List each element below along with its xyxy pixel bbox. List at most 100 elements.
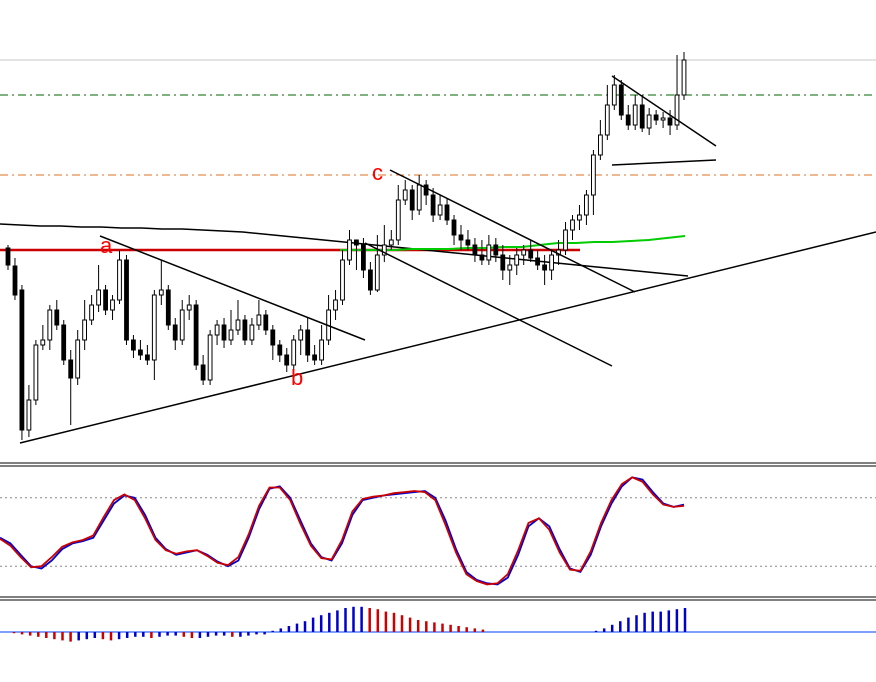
candle-bullish	[179, 309, 185, 341]
candle-bullish	[577, 214, 582, 221]
candle-bullish	[486, 244, 492, 261]
candle-bearish	[19, 289, 25, 431]
ascending-support-trendline	[19, 231, 876, 444]
candle-bearish	[61, 324, 67, 361]
candle-bearish	[200, 364, 206, 381]
candle-bearish	[653, 114, 659, 121]
candle-bullish	[374, 254, 380, 291]
candle-bullish	[388, 239, 394, 246]
candle-bullish	[33, 344, 39, 401]
candle-bearish	[165, 289, 171, 326]
candle-bullish	[117, 259, 122, 301]
candle-bullish	[214, 324, 220, 336]
candle-bearish	[284, 354, 290, 366]
candle-bearish	[277, 344, 283, 356]
candle-bearish	[5, 247, 11, 266]
candle-bullish	[340, 259, 345, 301]
candle-bullish	[110, 299, 115, 311]
candle-bullish	[549, 254, 555, 271]
candle-bearish	[305, 329, 311, 356]
wave-label-a: a	[100, 233, 113, 258]
candle-bullish	[96, 289, 101, 306]
candle-bullish	[249, 324, 255, 341]
candle-bearish	[361, 244, 366, 271]
candle-bullish	[681, 59, 687, 96]
candle-bearish	[54, 309, 60, 326]
candle-bearish	[270, 329, 276, 346]
candle-bearish	[263, 314, 269, 331]
candle-bullish	[521, 249, 527, 256]
channel-lower-line	[364, 242, 613, 367]
stochastic-signal-line	[0, 476, 685, 586]
wave-label-b: b	[291, 365, 303, 390]
candle-bearish	[124, 259, 129, 341]
candle-bullish	[151, 294, 157, 361]
descending-resistance-trendline	[99, 235, 366, 341]
candle-bullish	[402, 189, 408, 201]
candle-bearish	[242, 319, 248, 341]
candle-bullish	[674, 94, 680, 126]
candle-bullish	[632, 104, 638, 126]
candle-bullish	[347, 239, 352, 261]
candle-bullish	[437, 204, 443, 216]
candle-bearish	[12, 265, 18, 296]
candle-bullish	[604, 104, 610, 136]
candle-bearish	[465, 239, 471, 246]
price-panel	[0, 52, 876, 440]
candle-bearish	[193, 304, 199, 366]
trendlines	[19, 75, 876, 444]
candle-bullish	[89, 304, 94, 321]
candle-bullish	[507, 264, 513, 271]
candle-bullish	[235, 319, 241, 331]
candle-bearish	[472, 244, 478, 256]
candle-bullish	[395, 199, 401, 241]
candle-bearish	[528, 249, 534, 259]
candle-bearish	[221, 324, 227, 341]
candle-bullish	[514, 254, 520, 266]
candle-bearish	[368, 269, 373, 291]
stochastic-panel	[0, 476, 876, 586]
candle-bearish	[535, 257, 541, 266]
candle-bullish	[40, 339, 46, 346]
candle-bullish	[563, 229, 568, 251]
candle-bearish	[493, 244, 499, 256]
candle-bearish	[312, 354, 318, 361]
candle-bullish	[256, 314, 262, 326]
candle-bullish	[47, 309, 53, 341]
candle-bullish	[26, 399, 32, 431]
candle-bearish	[131, 339, 136, 351]
candle-bearish	[145, 354, 150, 361]
candle-bearish	[423, 184, 429, 196]
candle-bearish	[667, 117, 673, 126]
candle-bullish	[598, 134, 603, 156]
candle-bullish	[82, 319, 87, 341]
moving-average-black	[0, 223, 689, 277]
candle-bullish	[591, 154, 596, 196]
wave-label-c: c	[372, 160, 383, 185]
candle-bullish	[381, 244, 387, 256]
candle-bullish	[570, 219, 575, 231]
candle-bearish	[430, 194, 436, 216]
candle-bearish	[458, 234, 464, 241]
candle-bearish	[618, 84, 624, 116]
candle-bearish	[542, 264, 548, 271]
candle-bearish	[500, 254, 506, 271]
candle-bullish	[207, 334, 213, 381]
candle-bullish	[186, 304, 192, 311]
channel-upper-line	[389, 169, 636, 293]
candle-bearish	[479, 254, 485, 261]
candle-bearish	[451, 219, 457, 236]
candle-bearish	[354, 239, 359, 246]
pennant-lower-line	[611, 159, 717, 166]
candle-bearish	[409, 189, 415, 211]
candle-bearish	[103, 289, 108, 311]
candle-bullish	[298, 329, 304, 341]
candle-bullish	[646, 114, 652, 129]
candle-bearish	[625, 114, 631, 126]
candle-bearish	[639, 104, 645, 129]
candle-bearish	[172, 324, 178, 341]
candle-bullish	[158, 289, 164, 296]
